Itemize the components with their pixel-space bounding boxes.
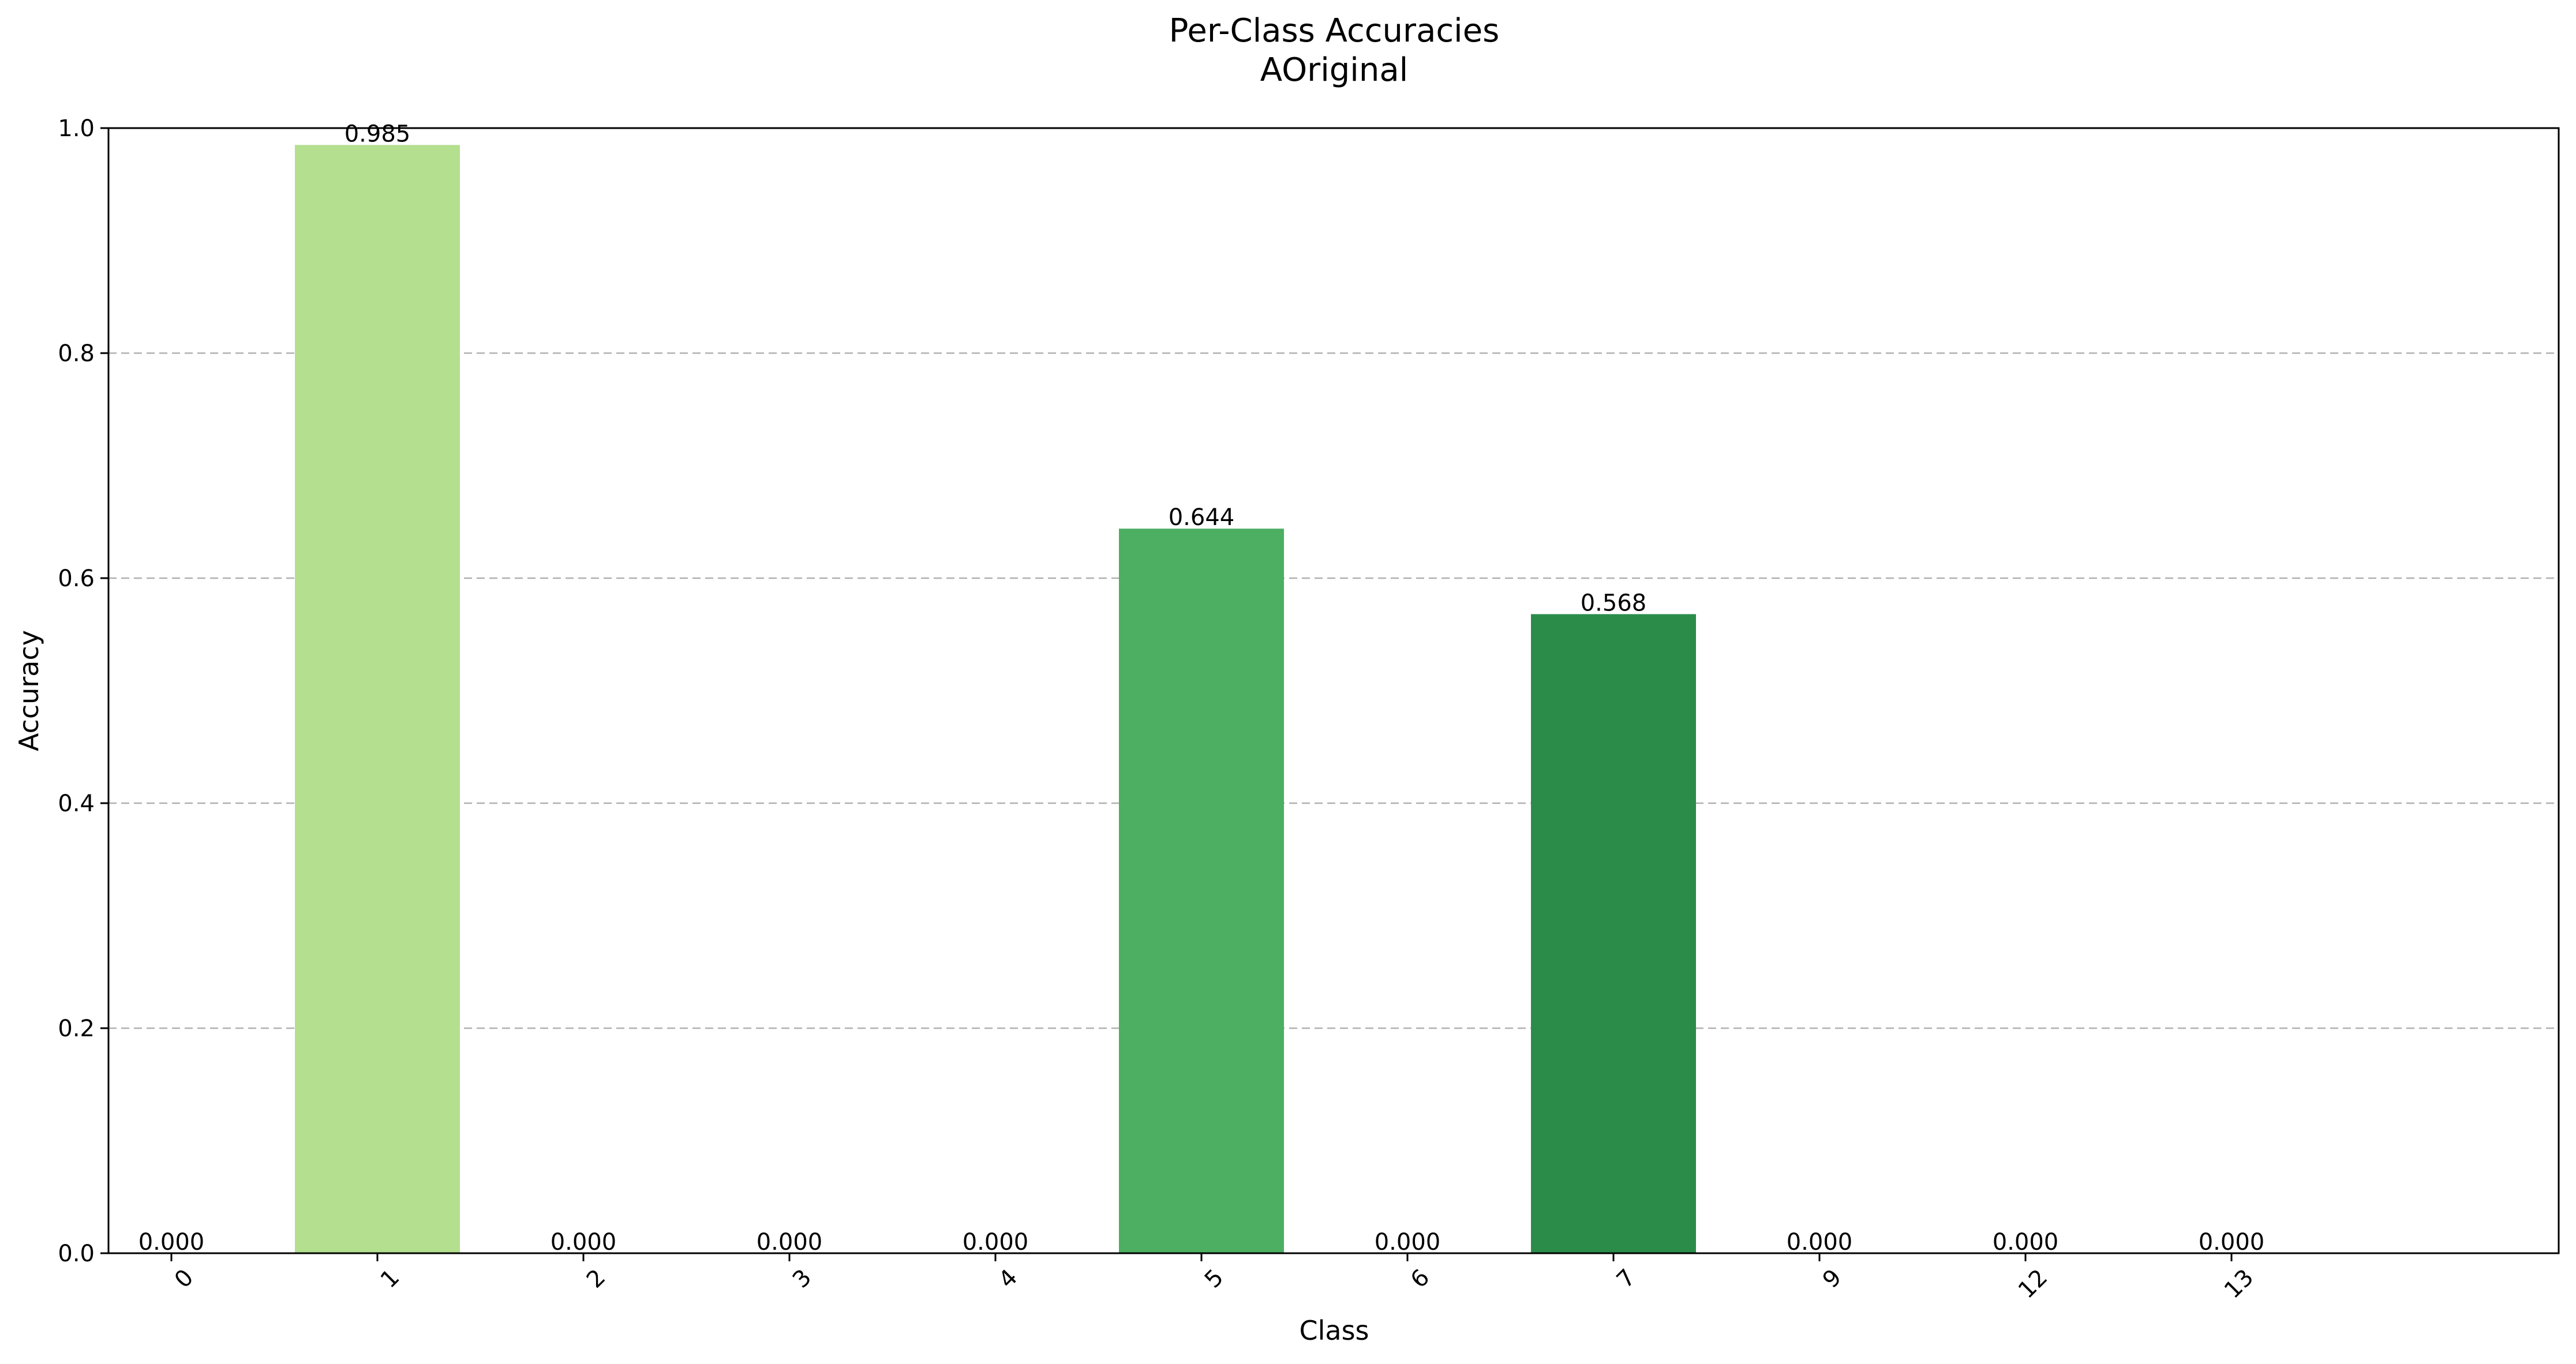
data-label-class-3: 0.000	[757, 1229, 823, 1256]
data-label-class-6: 0.000	[1375, 1229, 1441, 1256]
x-tick-label: 3	[788, 1264, 817, 1294]
bars	[295, 145, 1696, 1254]
y-tick-label: 0.2	[58, 1015, 95, 1042]
data-label-class-12: 0.000	[1993, 1229, 2059, 1256]
data-label-class-1: 0.985	[345, 121, 411, 147]
x-tick-label: 4	[994, 1264, 1023, 1294]
data-label-class-2: 0.000	[551, 1229, 617, 1256]
data-label-class-0: 0.000	[138, 1229, 205, 1256]
x-tick-label: 12	[2013, 1264, 2053, 1304]
grid-lines	[108, 352, 2559, 1029]
chart-title: Per-Class Accuracies	[1169, 12, 1500, 50]
data-label-class-5: 0.644	[1169, 504, 1235, 531]
x-tick-label: 6	[1406, 1264, 1435, 1294]
bar-class-5	[1119, 529, 1284, 1254]
x-axis: 0 1 2 3 4 5 6 7 9 12 13	[170, 1253, 2259, 1304]
bar-class-1	[295, 145, 460, 1253]
data-labels: 0.000 0.985 0.000 0.000 0.000 0.644 0.000 0.568…	[138, 121, 2265, 1256]
data-label-class-4: 0.000	[963, 1229, 1029, 1256]
x-tick-label: 2	[582, 1264, 611, 1294]
x-tick-label: 9	[1818, 1264, 1847, 1294]
y-tick-label: 0.6	[58, 565, 95, 592]
y-tick-label: 0.4	[58, 790, 95, 817]
y-axis-label: Accuracy	[13, 630, 44, 751]
x-tick-label: 1	[376, 1264, 405, 1294]
bar-class-7	[1531, 614, 1696, 1253]
chart-subtitle: AOriginal	[1260, 51, 1408, 89]
x-tick-label: 7	[1612, 1264, 1641, 1294]
x-axis-label: Class	[1299, 1315, 1369, 1346]
x-tick-label: 0	[170, 1264, 199, 1294]
y-tick-label: 0.8	[58, 340, 95, 367]
plot-frame	[107, 127, 2560, 1254]
data-label-class-9: 0.000	[1787, 1229, 1853, 1256]
y-axis: 0.0 0.2 0.4 0.6 0.8 1.0	[58, 115, 108, 1267]
x-tick-label: 5	[1200, 1264, 1229, 1294]
x-tick-label: 13	[2219, 1264, 2259, 1304]
data-label-class-7: 0.568	[1581, 590, 1647, 616]
y-tick-label: 0.0	[58, 1241, 95, 1267]
y-tick-label: 1.0	[58, 115, 95, 142]
data-label-class-13: 0.000	[2199, 1229, 2265, 1256]
